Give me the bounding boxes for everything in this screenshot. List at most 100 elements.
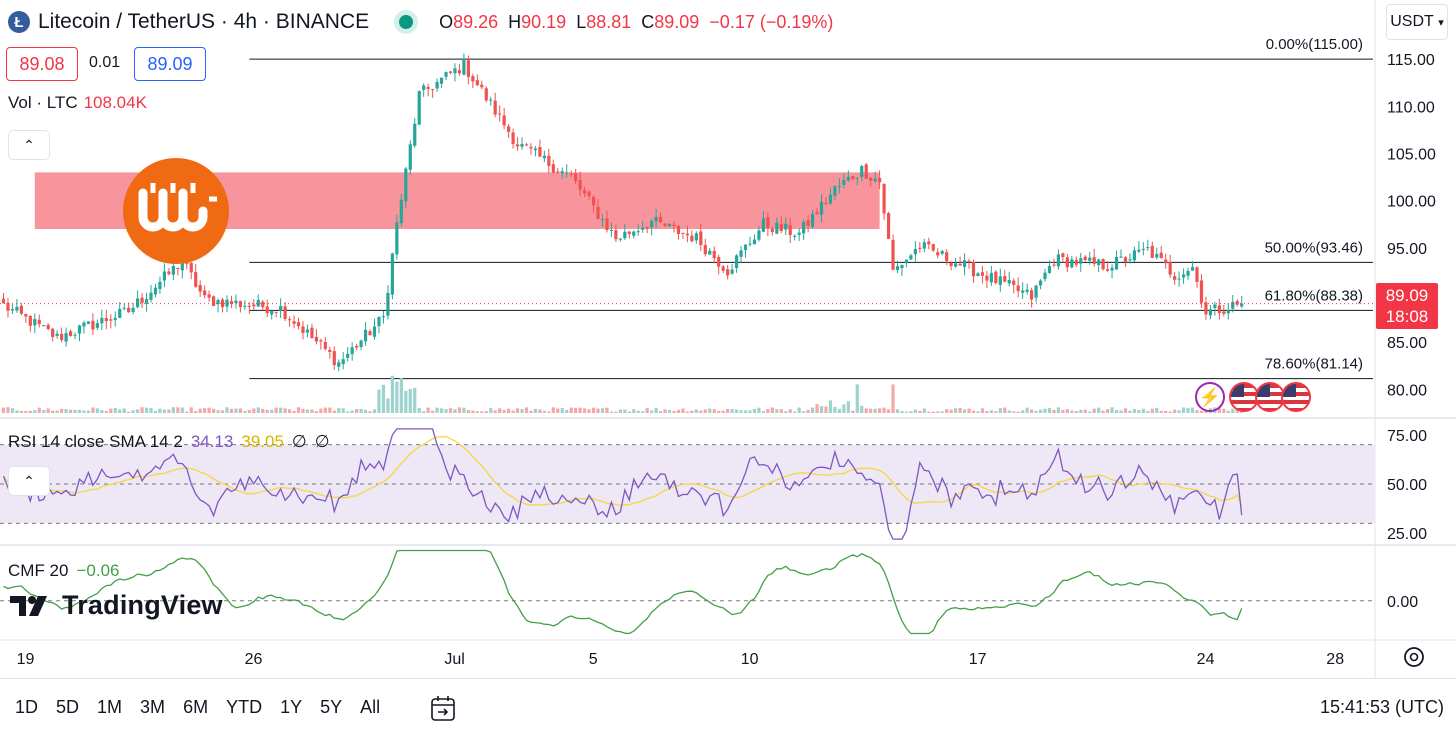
us-flag-icon[interactable] <box>1255 382 1285 412</box>
volume-bar <box>565 409 569 413</box>
volume-bar <box>502 410 506 413</box>
volume-bar <box>904 411 909 413</box>
symbol-header[interactable]: Ł Litecoin / TetherUS · 4h · BINANCE O89… <box>8 6 833 38</box>
sell-button[interactable]: 89.08 <box>6 47 78 81</box>
candle-body <box>824 202 828 204</box>
volume-bar <box>878 408 882 413</box>
candle-body <box>1137 249 1141 252</box>
volume-bar <box>131 410 135 413</box>
volume-bar <box>869 408 873 413</box>
volume-bar <box>618 409 622 413</box>
candle-body <box>314 336 318 342</box>
volume-bar <box>824 406 828 413</box>
utc-clock[interactable]: 15:41:53 (UTC) <box>1319 697 1444 717</box>
goto-date-calendar-icon[interactable] <box>428 694 458 724</box>
lightning-icon[interactable]: ⚡ <box>1195 382 1225 412</box>
candle-body <box>113 317 117 320</box>
candle-body <box>846 177 850 181</box>
candle-body <box>1047 265 1052 273</box>
candle-body <box>323 342 327 349</box>
range-button-1m[interactable]: 1M <box>97 697 123 717</box>
market-status-icon[interactable] <box>399 15 414 29</box>
volume-bar <box>627 411 631 413</box>
volume-bar <box>681 408 685 413</box>
volume-bar <box>136 409 140 413</box>
candle-body <box>498 113 502 115</box>
volume-bar <box>381 384 386 413</box>
volume-bar <box>1088 411 1092 413</box>
candle-body <box>730 269 734 274</box>
currency-select[interactable]: USDT ▾ <box>1386 4 1448 40</box>
candle-body <box>676 226 681 235</box>
volume-bar <box>341 408 345 413</box>
candle-body <box>775 222 779 234</box>
candle-body <box>1186 270 1190 276</box>
volume-bar <box>252 408 256 413</box>
volume-bar <box>489 408 493 413</box>
candle-body <box>1097 259 1101 265</box>
candle-body <box>1088 257 1092 261</box>
candle-body <box>895 266 900 270</box>
collapse-chevron-up-icon[interactable]: ⌃ <box>8 130 50 160</box>
range-button-5y[interactable]: 5Y <box>320 697 343 717</box>
volume-bar <box>283 408 287 413</box>
candle-body <box>73 334 77 336</box>
candle-body <box>399 199 403 224</box>
candle-body <box>654 216 658 222</box>
volume-bar <box>247 410 251 413</box>
volume-bar <box>439 408 444 413</box>
candle-body <box>1012 280 1016 285</box>
candle-body <box>717 257 721 267</box>
candle-body <box>1177 278 1181 280</box>
volume-bar <box>466 410 470 413</box>
volume-bar <box>471 410 475 413</box>
candle-body <box>819 201 824 215</box>
rsi-axis-label: 75.00 <box>1387 428 1427 445</box>
range-button-all[interactable]: All <box>360 697 381 717</box>
us-flag-icon[interactable] <box>1281 382 1311 412</box>
volume-bar <box>752 409 757 413</box>
candle-body <box>439 77 444 84</box>
candle-body <box>220 299 225 308</box>
volume-bar <box>229 408 234 413</box>
candle-body <box>591 196 596 206</box>
range-button-5d[interactable]: 5D <box>56 697 80 717</box>
candle-body <box>404 168 408 202</box>
volume-bar <box>676 409 681 413</box>
volume-bar <box>985 410 989 413</box>
candle-body <box>1168 262 1172 275</box>
range-button-ytd[interactable]: YTD <box>226 697 263 717</box>
range-button-1y[interactable]: 1Y <box>280 697 303 717</box>
volume-bar <box>256 407 260 413</box>
candle-body <box>614 230 618 240</box>
candle-body <box>131 307 135 313</box>
volume-bar <box>1047 407 1052 413</box>
rsi-collapse-chevron-up-icon[interactable]: ⌃ <box>8 466 50 496</box>
buy-button[interactable]: 89.09 <box>134 47 206 81</box>
volume-bar <box>86 410 91 413</box>
candle-body <box>663 223 667 227</box>
candle-body <box>462 59 466 75</box>
candle-body <box>940 250 944 254</box>
events-icons[interactable]: ⚡ <box>1195 382 1311 412</box>
range-button-6m[interactable]: 6M <box>183 697 209 717</box>
volume-bar <box>511 410 515 413</box>
range-selector: 1D 5D 1M 3M 6M YTD 1Y 5Y All <box>6 697 389 718</box>
candle-body <box>708 250 712 255</box>
candle-body <box>949 262 953 267</box>
candle-body <box>194 272 198 287</box>
candle-body <box>779 224 783 231</box>
settings-gear-icon[interactable] <box>1404 647 1424 667</box>
range-button-3m[interactable]: 3M <box>140 697 166 717</box>
range-button-1d[interactable]: 1D <box>15 697 39 717</box>
volume-bar <box>1155 407 1159 413</box>
volume-bar <box>15 410 19 413</box>
candle-body <box>1195 267 1199 282</box>
candle-body <box>408 144 412 170</box>
us-flag-icon[interactable] <box>1229 382 1259 412</box>
candle-body <box>381 316 386 318</box>
candle-body <box>211 296 216 306</box>
candle-body <box>140 297 144 303</box>
candle-body <box>377 316 381 327</box>
